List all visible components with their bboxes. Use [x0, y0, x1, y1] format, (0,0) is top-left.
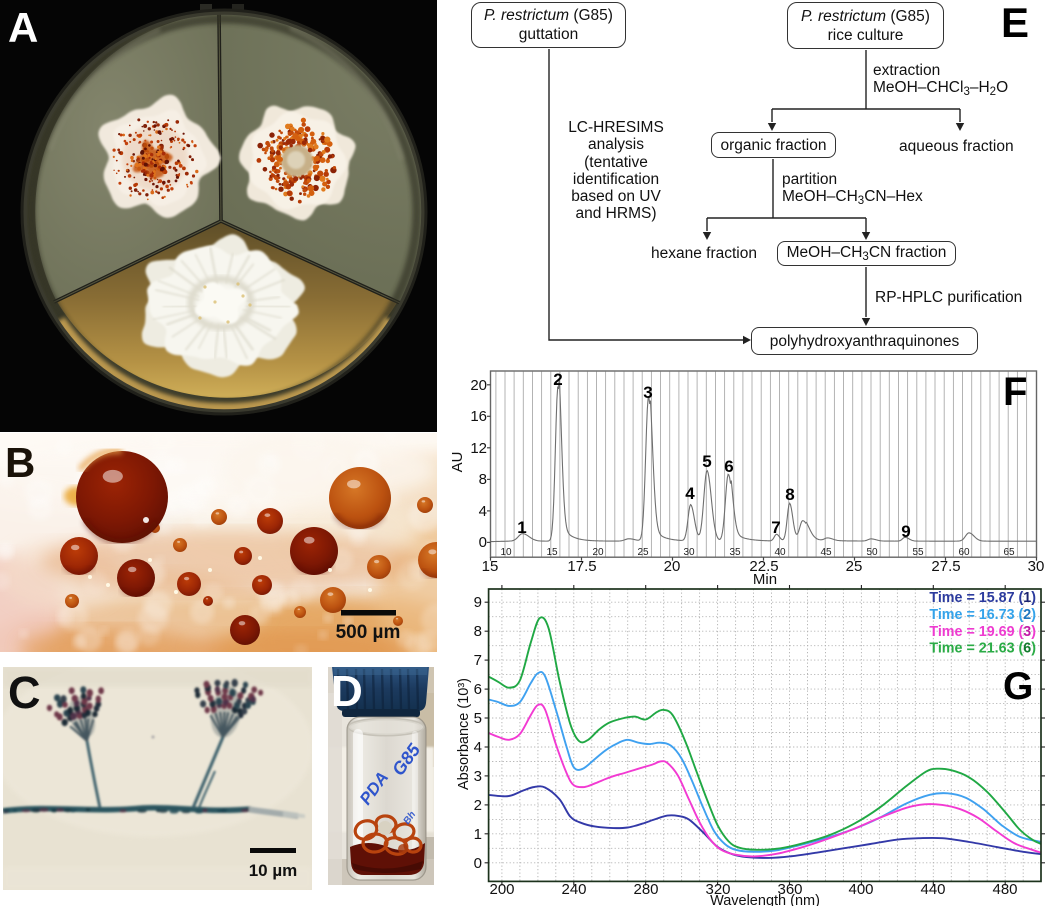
svg-text:17.5: 17.5 [567, 558, 596, 575]
svg-text:1: 1 [474, 826, 482, 843]
svg-text:10 µm: 10 µm [249, 861, 298, 880]
svg-text:5: 5 [702, 452, 711, 471]
svg-text:7: 7 [474, 652, 482, 669]
svg-text:Time = 15.87 (1): Time = 15.87 (1) [929, 590, 1036, 606]
svg-text:240: 240 [561, 881, 586, 898]
svg-text:15: 15 [546, 547, 558, 558]
svg-text:20: 20 [664, 558, 681, 575]
svg-text:3: 3 [474, 768, 482, 785]
svg-text:280: 280 [633, 881, 658, 898]
svg-text:AU: AU [449, 452, 466, 473]
svg-text:9: 9 [474, 594, 482, 611]
svg-text:16: 16 [470, 408, 487, 425]
svg-text:7: 7 [771, 518, 780, 537]
svg-text:1: 1 [517, 518, 526, 537]
svg-text:12: 12 [470, 440, 487, 457]
svg-text:4: 4 [479, 503, 487, 520]
svg-text:2: 2 [553, 370, 562, 389]
svg-text:2: 2 [474, 797, 482, 814]
svg-text:65: 65 [1003, 547, 1015, 558]
svg-text:5: 5 [474, 710, 482, 727]
svg-text:20: 20 [470, 377, 487, 394]
svg-text:F: F [1003, 370, 1027, 414]
svg-text:25: 25 [846, 558, 863, 575]
svg-text:Time = 19.69 (3): Time = 19.69 (3) [929, 624, 1036, 640]
svg-text:6: 6 [474, 681, 482, 698]
svg-text:Time = 21.63 (6): Time = 21.63 (6) [929, 641, 1036, 657]
svg-text:0: 0 [479, 534, 487, 551]
svg-text:4: 4 [474, 739, 482, 756]
svg-text:50: 50 [866, 547, 878, 558]
svg-text:9: 9 [901, 522, 910, 541]
svg-text:C: C [8, 667, 41, 718]
svg-text:25: 25 [637, 547, 649, 558]
svg-text:360: 360 [777, 881, 802, 898]
svg-text:10: 10 [500, 547, 512, 558]
svg-text:22.5: 22.5 [749, 558, 778, 575]
svg-text:Wavelength (nm): Wavelength (nm) [710, 893, 820, 906]
svg-text:D: D [331, 667, 363, 716]
svg-text:480: 480 [992, 881, 1017, 898]
svg-text:Min: Min [753, 571, 777, 588]
svg-text:440: 440 [920, 881, 945, 898]
svg-text:3: 3 [643, 383, 652, 402]
svg-text:8: 8 [785, 485, 794, 504]
svg-text:8: 8 [479, 471, 487, 488]
svg-text:27.5: 27.5 [931, 558, 960, 575]
svg-text:200: 200 [489, 881, 514, 898]
svg-text:20: 20 [592, 547, 604, 558]
svg-text:A: A [8, 4, 38, 51]
svg-text:45: 45 [820, 547, 832, 558]
svg-text:8: 8 [474, 623, 482, 640]
svg-text:500 µm: 500 µm [336, 622, 401, 643]
svg-text:30: 30 [683, 547, 695, 558]
svg-text:55: 55 [912, 547, 924, 558]
svg-text:B: B [5, 439, 35, 486]
svg-text:35: 35 [729, 547, 741, 558]
svg-text:4: 4 [685, 484, 695, 503]
svg-text:15: 15 [482, 558, 499, 575]
svg-text:400: 400 [848, 881, 873, 898]
svg-text:0: 0 [474, 855, 482, 872]
svg-text:320: 320 [705, 881, 730, 898]
svg-text:Time = 16.73 (2): Time = 16.73 (2) [929, 607, 1036, 623]
svg-text:40: 40 [774, 547, 786, 558]
svg-text:G: G [1003, 665, 1033, 708]
svg-text:Absorbance (10³): Absorbance (10³) [456, 678, 472, 790]
svg-text:30: 30 [1028, 558, 1045, 575]
svg-text:6: 6 [724, 457, 733, 476]
svg-text:60: 60 [958, 547, 970, 558]
